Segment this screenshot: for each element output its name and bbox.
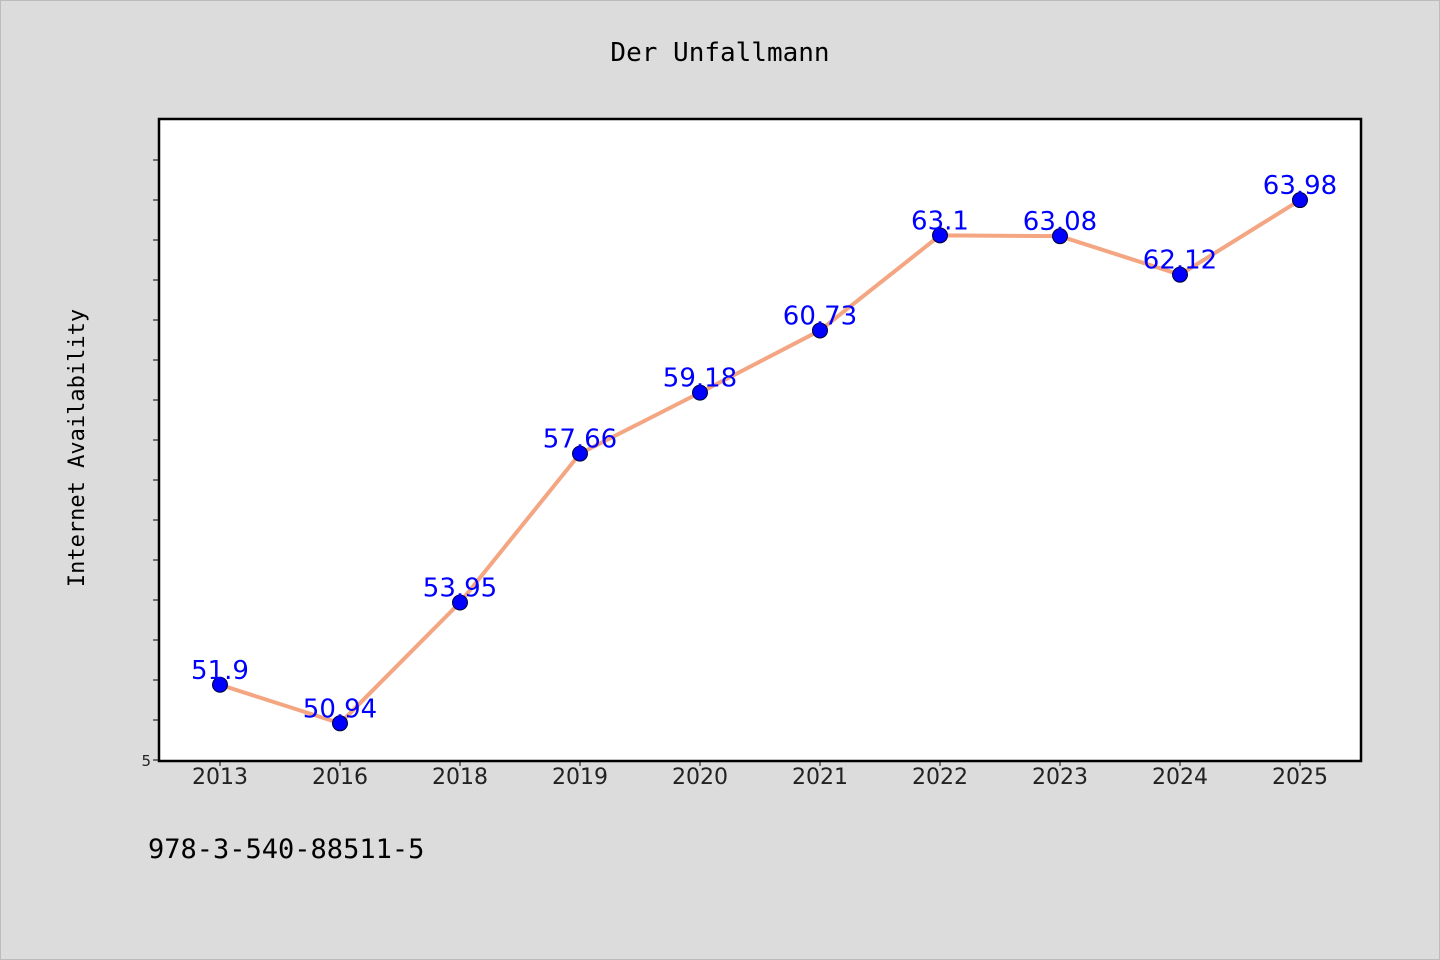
x-tick-label: 2025 (1272, 765, 1328, 790)
data-point (452, 594, 468, 611)
data-point (812, 322, 828, 339)
data-label: 50.94 (303, 694, 377, 724)
data-label: 53.95 (423, 574, 497, 604)
x-tick-label: 2016 (312, 765, 368, 790)
x-tick-label: 2024 (1152, 765, 1208, 790)
data-label: 63.98 (1263, 171, 1337, 201)
x-tick-label: 2013 (192, 765, 248, 790)
footnote-isbn: 978-3-540-88511-5 (148, 834, 425, 865)
data-point (932, 227, 948, 244)
data-label: 51.9 (191, 656, 249, 686)
x-tick-label: 2022 (912, 765, 968, 790)
data-label: 60.73 (783, 301, 857, 331)
data-point (572, 445, 588, 462)
series-line (218, 198, 1302, 726)
data-point (1052, 228, 1068, 245)
data-point (332, 715, 348, 732)
data-label: 57.66 (543, 425, 617, 455)
y-tick-label: 5 (141, 752, 151, 770)
data-label: 63.1 (911, 206, 969, 236)
x-tick-label: 2019 (552, 765, 608, 790)
data-label: 62.12 (1143, 246, 1217, 276)
x-tick-label: 2023 (1032, 765, 1088, 790)
data-label: 59.18 (663, 364, 737, 394)
chart-title: Der Unfallmann (610, 38, 829, 68)
plot-area (157, 117, 1363, 763)
x-tick-label: 2020 (672, 765, 728, 790)
data-label: 63.08 (1023, 207, 1097, 237)
x-tick-label: 2018 (432, 765, 488, 790)
data-point (692, 384, 708, 401)
data-point (1172, 266, 1188, 283)
data-point (212, 676, 228, 693)
y-axis-label: Internet Availability (65, 309, 90, 587)
data-point (1292, 192, 1308, 209)
x-tick-label: 2021 (792, 765, 848, 790)
